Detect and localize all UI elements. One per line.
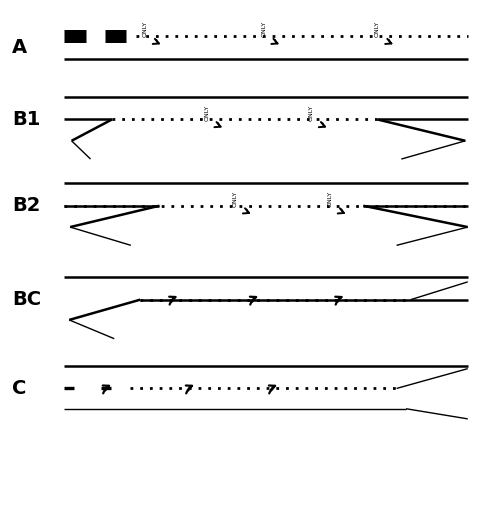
Text: B1: B1: [12, 110, 41, 129]
Text: C: C: [12, 379, 27, 398]
Text: ONLY: ONLY: [328, 190, 333, 207]
Text: ONLY: ONLY: [233, 190, 238, 207]
Text: A: A: [12, 38, 27, 57]
Text: BC: BC: [12, 290, 41, 309]
Text: ONLY: ONLY: [143, 21, 148, 37]
Text: ONLY: ONLY: [261, 21, 266, 37]
Text: B2: B2: [12, 196, 41, 215]
Text: ONLY: ONLY: [375, 21, 380, 37]
Text: ONLY: ONLY: [204, 104, 209, 121]
Text: ONLY: ONLY: [309, 104, 313, 121]
